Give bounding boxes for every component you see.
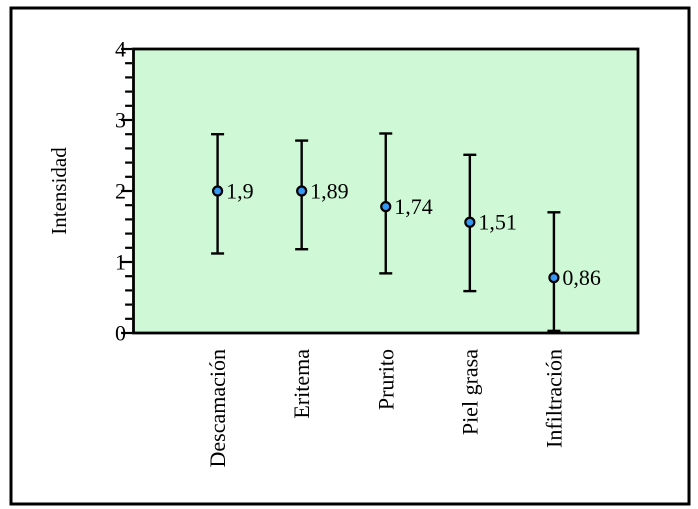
value-label: 1,89 [310,179,349,204]
value-label: 0,86 [562,265,601,290]
y-tick-label: 4 [115,37,126,62]
y-tick-label: 3 [115,108,126,133]
data-point-group: 0,86 Infiltración [541,211,601,448]
data-point-group: 1,51 Piel grasa [457,153,517,435]
category-label: Piel grasa [457,349,482,435]
category-label: Infiltración [541,349,566,448]
y-tick-label: 1 [115,250,126,275]
data-point-marker [464,216,476,228]
data-point-group: 1,74 Prurito [373,132,433,410]
data-point-group: 1,89 Eritema [289,139,349,419]
value-label: 1,51 [478,210,517,235]
value-label: 1,74 [394,194,433,219]
y-axis-title: Intensidad [47,147,71,235]
y-tick-label: 0 [115,321,126,346]
y-tick-label: 2 [115,179,126,204]
data-point-marker [548,272,560,284]
data-point-marker [296,185,308,197]
category-label: Descamación [205,349,230,468]
data-point-marker [380,201,392,213]
y-axis-ticks [121,47,133,335]
category-label: Eritema [289,349,314,419]
data-point-group: 1,9 Descamación [205,132,254,468]
data-point-marker [211,185,224,197]
value-label: 1,9 [226,179,254,204]
category-label: Prurito [373,349,398,410]
outer-border [9,6,691,506]
